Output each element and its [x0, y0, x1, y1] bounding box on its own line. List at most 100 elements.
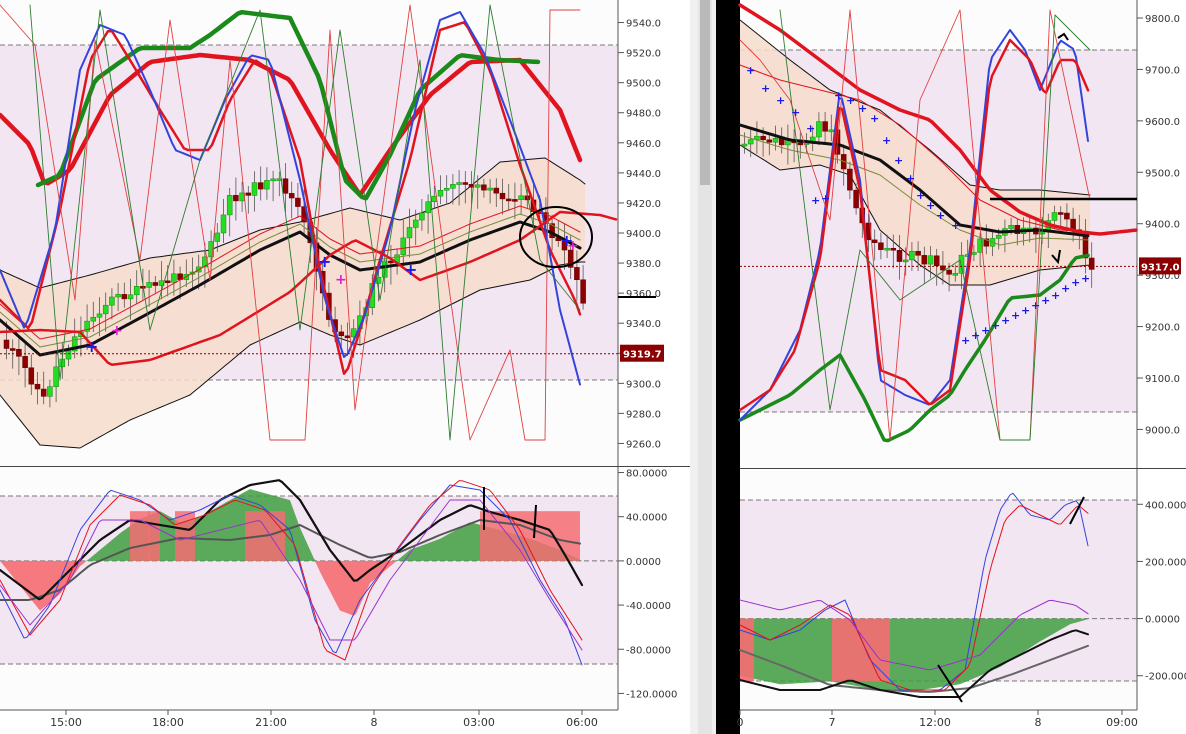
candlestick	[909, 250, 915, 261]
y-tick-label: 9300.0	[626, 379, 661, 390]
candlestick	[121, 294, 128, 300]
left-axis-area	[618, 0, 690, 734]
y-tick-label: 9260.0	[626, 439, 661, 450]
candlestick	[102, 304, 109, 315]
candlestick	[977, 238, 983, 253]
r-blue-cross-marker: +	[894, 154, 903, 167]
candlestick	[412, 219, 419, 228]
candlestick	[772, 138, 779, 143]
r-thin-red-line	[739, 64, 1089, 233]
candlestick	[257, 182, 264, 190]
candlestick	[505, 198, 512, 202]
r-annotation-slash-1	[937, 664, 963, 703]
magenta-cross-marker: +	[111, 323, 123, 339]
candlestick	[295, 197, 301, 207]
candlestick	[406, 227, 413, 239]
x-tick-label: 15:00	[50, 716, 82, 729]
r-ma-black-line	[738, 123, 1090, 238]
candlestick	[53, 366, 59, 387]
y-tick-label: 400.0000	[1145, 500, 1186, 511]
candlestick	[96, 313, 103, 318]
r-thin-green-zigzag	[779, 9, 1091, 441]
x-tick-label: 09:00	[1106, 716, 1138, 729]
r-slow-red-line	[738, 3, 1138, 236]
candlestick	[574, 267, 580, 280]
candlestick	[133, 286, 140, 296]
candlestick	[338, 331, 345, 337]
candlestick	[90, 316, 97, 322]
r-blue-cross-marker: +	[1081, 272, 1090, 285]
last-price-label: 9319.7	[623, 350, 662, 361]
r-last-price-badge	[1139, 257, 1181, 275]
r-blue-cross-marker: +	[936, 209, 945, 222]
candlestick	[512, 199, 518, 202]
candlestick	[127, 294, 134, 300]
candlestick	[1051, 212, 1058, 221]
y-tick-label: -200.0000	[1145, 672, 1186, 683]
candlestick	[22, 356, 28, 368]
y-tick-label: 9200.0	[1145, 323, 1180, 334]
r-blue-cross-marker: +	[834, 89, 843, 102]
candlestick	[474, 184, 481, 188]
candlestick	[921, 255, 928, 265]
candlestick	[344, 335, 351, 339]
y-tick-label: 9340.0	[626, 319, 661, 330]
candlestick	[456, 182, 462, 185]
r-bollinger-lower	[739, 144, 1091, 286]
r-blue-cross-marker: +	[761, 82, 770, 95]
candlestick	[766, 139, 773, 143]
y-tick-label: 0.0000	[1145, 615, 1180, 626]
r-blue-cross-marker: +	[811, 194, 820, 207]
scrollbar-thumb[interactable]	[700, 0, 710, 185]
r-blue-cross-marker: +	[926, 199, 935, 212]
candlestick	[109, 296, 115, 306]
candlestick	[995, 234, 1002, 239]
y-tick-label: 9440.0	[626, 169, 661, 180]
candlestick	[927, 255, 934, 265]
r-last-price-label: 9317.0	[1141, 262, 1180, 273]
y-tick-label: 9100.0	[1145, 374, 1180, 385]
candlestick	[952, 273, 959, 276]
y-tick-label: 9400.0	[1145, 220, 1180, 231]
candlestick	[816, 121, 822, 138]
y-tick-label: 9280.0	[626, 409, 661, 420]
candlestick	[1088, 257, 1095, 270]
candlestick	[226, 195, 233, 216]
candlestick	[71, 336, 78, 352]
r-blue-cross-marker: +	[870, 112, 879, 125]
r-blue-cross-marker: +	[951, 219, 960, 232]
annotation-circle	[519, 206, 593, 268]
r-blue-cross-marker: +	[1051, 289, 1060, 302]
r-blue-cross-marker: +	[776, 94, 785, 107]
r-thin-red-zigzag	[739, 9, 1091, 441]
candlestick	[34, 383, 41, 390]
candlestick	[40, 388, 47, 397]
candlestick	[747, 139, 754, 145]
candlestick	[245, 192, 252, 196]
r-green-trend-line	[738, 253, 1090, 443]
y-tick-label: 9400.0	[626, 229, 661, 240]
r-blue-cross-marker: +	[1011, 309, 1020, 322]
bollinger-upper	[0, 157, 586, 289]
r-blue-cross-marker: +	[1021, 304, 1030, 317]
ma-black-line	[0, 220, 582, 357]
candlestick	[208, 241, 214, 258]
candlestick	[233, 195, 239, 202]
osc-negative-area	[0, 560, 582, 616]
y-tick-label: 9420.0	[626, 199, 661, 210]
x-tick-label: 12:00	[919, 716, 951, 729]
y-tick-label: 9600.0	[1145, 117, 1180, 128]
bollinger-lower	[0, 261, 586, 449]
candlestick	[164, 280, 171, 284]
right-axis-area	[1137, 0, 1186, 734]
magenta-cross-marker: +	[567, 238, 579, 254]
candlestick	[152, 282, 159, 286]
r-blue-cross-marker: +	[1031, 299, 1040, 312]
x-tick-label: 03:00	[463, 716, 495, 729]
x-tick-label: 06:00	[566, 716, 598, 729]
y-tick-label: 0.0000	[626, 557, 661, 568]
candlestick	[9, 348, 16, 351]
candlestick	[797, 142, 804, 146]
candlestick	[946, 269, 952, 275]
candlestick	[28, 367, 35, 385]
